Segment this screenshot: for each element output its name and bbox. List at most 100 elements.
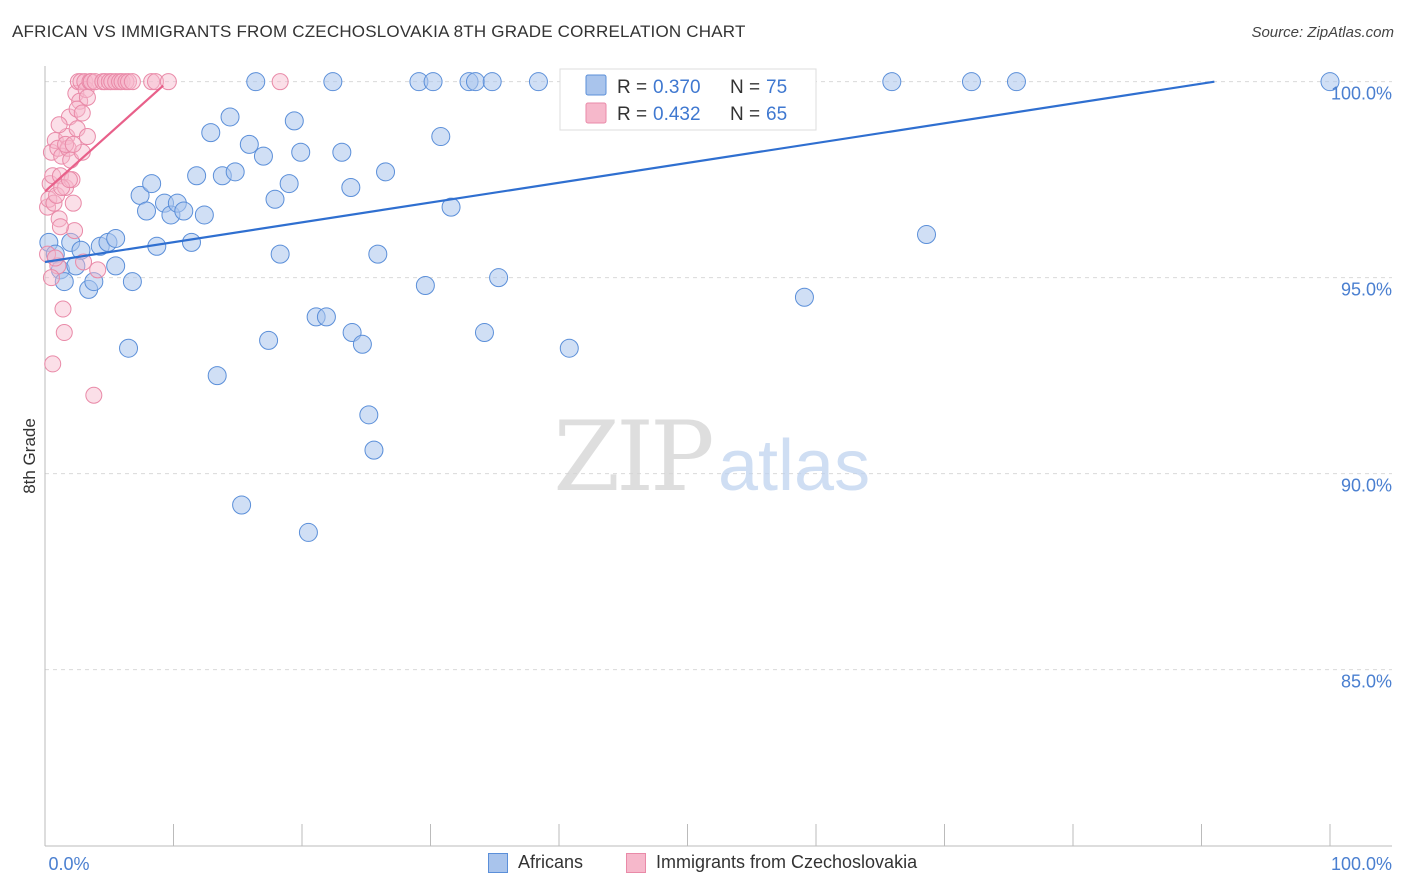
data-point-pink-13 bbox=[54, 300, 72, 318]
legend-swatch-pink bbox=[585, 102, 607, 124]
legend-r-value-pink: 0.432 bbox=[653, 104, 701, 125]
grid-lines bbox=[45, 81, 1392, 671]
data-point-blue-13 bbox=[119, 338, 139, 358]
data-point-blue-26 bbox=[201, 123, 221, 143]
data-point-blue-24 bbox=[187, 166, 207, 186]
axes bbox=[44, 66, 1392, 847]
x-tick-label-1: 100.0% bbox=[1331, 854, 1392, 874]
trend-lines bbox=[44, 80, 1215, 264]
correlation-legend: R = 0.370 N = 75 R = 0.432 N = 65 bbox=[559, 68, 817, 131]
legend-swatch-blue bbox=[585, 74, 607, 96]
x-tick-label-0: 0.0% bbox=[48, 854, 89, 874]
data-point-blue-41 bbox=[298, 522, 318, 542]
data-point-blue-73 bbox=[1320, 72, 1340, 92]
data-point-pink-64 bbox=[51, 218, 69, 236]
data-point-blue-50 bbox=[364, 440, 384, 460]
data-point-pink-51 bbox=[271, 73, 289, 91]
data-point-pink-39 bbox=[96, 73, 114, 91]
data-point-blue-46 bbox=[341, 178, 361, 198]
legend-label-immigrants-czechoslovakia: Immigrants from Czechoslovakia bbox=[656, 852, 918, 872]
y-tick-labels: 100.0% 95.0% 90.0% 85.0% bbox=[1331, 84, 1392, 692]
data-point-blue-14 bbox=[122, 272, 142, 292]
data-point-blue-36 bbox=[265, 189, 285, 209]
data-point-blue-56 bbox=[431, 127, 451, 147]
data-point-blue-62 bbox=[489, 268, 509, 288]
watermark: ZIP atlas bbox=[553, 401, 870, 513]
series-legend: Africans Immigrants from Czechoslovakia bbox=[0, 852, 1406, 878]
data-point-blue-11 bbox=[106, 228, 126, 248]
legend-label-africans: Africans bbox=[518, 852, 584, 872]
data-point-blue-60 bbox=[474, 323, 494, 343]
data-point-blue-25 bbox=[194, 205, 214, 225]
x-tick-labels: 0.0% 100.0% bbox=[48, 854, 1392, 874]
data-point-blue-70 bbox=[917, 225, 937, 245]
data-point-blue-12 bbox=[106, 256, 126, 276]
data-point-pink-54 bbox=[44, 355, 62, 373]
legend-r-value-blue: 0.370 bbox=[653, 77, 701, 98]
data-point-blue-31 bbox=[232, 495, 252, 515]
data-point-blue-17 bbox=[142, 174, 162, 194]
data-point-pink-35 bbox=[85, 386, 103, 404]
series-africans bbox=[39, 72, 1340, 542]
chart-source: Source: ZipAtlas.com bbox=[1251, 24, 1394, 41]
data-point-blue-72 bbox=[1006, 72, 1026, 92]
data-point-blue-71 bbox=[961, 72, 981, 92]
data-point-blue-8 bbox=[84, 272, 104, 292]
data-point-pink-60 bbox=[64, 135, 82, 153]
data-point-blue-61 bbox=[482, 72, 502, 92]
data-point-blue-40 bbox=[291, 142, 311, 162]
data-point-blue-64 bbox=[559, 338, 579, 358]
y-tick-label-2: 90.0% bbox=[1341, 476, 1392, 496]
data-point-blue-44 bbox=[323, 72, 343, 92]
data-point-pink-49 bbox=[147, 73, 165, 91]
data-point-pink-48 bbox=[143, 73, 161, 91]
data-point-pink-50 bbox=[159, 73, 177, 91]
data-point-blue-33 bbox=[246, 72, 266, 92]
data-point-blue-23 bbox=[181, 232, 201, 252]
data-point-pink-22 bbox=[66, 222, 84, 240]
data-point-blue-38 bbox=[279, 174, 299, 194]
legend-item-africans[interactable]: Africans bbox=[488, 852, 583, 873]
legend-swatch-immigrants-czechoslovakia bbox=[626, 852, 646, 873]
data-point-blue-52 bbox=[376, 162, 396, 182]
data-point-blue-68 bbox=[794, 287, 814, 307]
data-point-blue-37 bbox=[270, 244, 290, 264]
y-axis-label: 8th Grade bbox=[20, 418, 39, 494]
data-point-pink-56 bbox=[50, 116, 68, 134]
data-point-blue-29 bbox=[220, 107, 240, 127]
data-point-blue-49 bbox=[359, 405, 379, 425]
data-point-pink-63 bbox=[78, 88, 96, 106]
data-point-pink-21 bbox=[64, 194, 82, 212]
legend-item-immigrants-czechoslovakia[interactable]: Immigrants from Czechoslovakia bbox=[626, 852, 917, 873]
data-point-blue-54 bbox=[415, 275, 435, 295]
data-point-blue-30 bbox=[225, 162, 245, 182]
data-point-pink-46 bbox=[120, 73, 138, 91]
data-point-blue-59 bbox=[465, 72, 485, 92]
legend-r-label-blue: R = bbox=[617, 77, 652, 98]
data-point-blue-51 bbox=[368, 244, 388, 264]
data-point-pink-62 bbox=[73, 104, 91, 122]
watermark-zip: ZIP bbox=[553, 401, 712, 513]
data-point-blue-48 bbox=[352, 334, 372, 354]
watermark-atlas: atlas bbox=[718, 426, 870, 506]
chart-title: AFRICAN VS IMMIGRANTS FROM CZECHOSLOVAKI… bbox=[12, 22, 746, 41]
data-point-pink-47 bbox=[123, 73, 141, 91]
data-point-pink-44 bbox=[113, 73, 131, 91]
y-tick-label-3: 85.0% bbox=[1341, 672, 1392, 692]
legend-r-label-pink: R = bbox=[617, 104, 652, 125]
y-tick-label-1: 95.0% bbox=[1341, 280, 1392, 300]
data-point-blue-63 bbox=[528, 72, 548, 92]
data-point-pink-37 bbox=[89, 261, 107, 279]
data-point-blue-22 bbox=[174, 201, 194, 221]
trend-line-pink bbox=[44, 84, 164, 193]
data-point-pink-55 bbox=[46, 249, 64, 267]
y-tick-label-0: 100.0% bbox=[1331, 84, 1392, 104]
legend-n-label-blue: N = bbox=[730, 77, 765, 98]
legend-n-value-pink: 65 bbox=[766, 104, 787, 125]
legend-n-value-blue: 75 bbox=[766, 77, 787, 98]
data-point-pink-14 bbox=[55, 324, 73, 342]
data-point-blue-34 bbox=[253, 146, 273, 166]
data-point-blue-32 bbox=[239, 134, 259, 154]
data-point-blue-27 bbox=[207, 366, 227, 386]
